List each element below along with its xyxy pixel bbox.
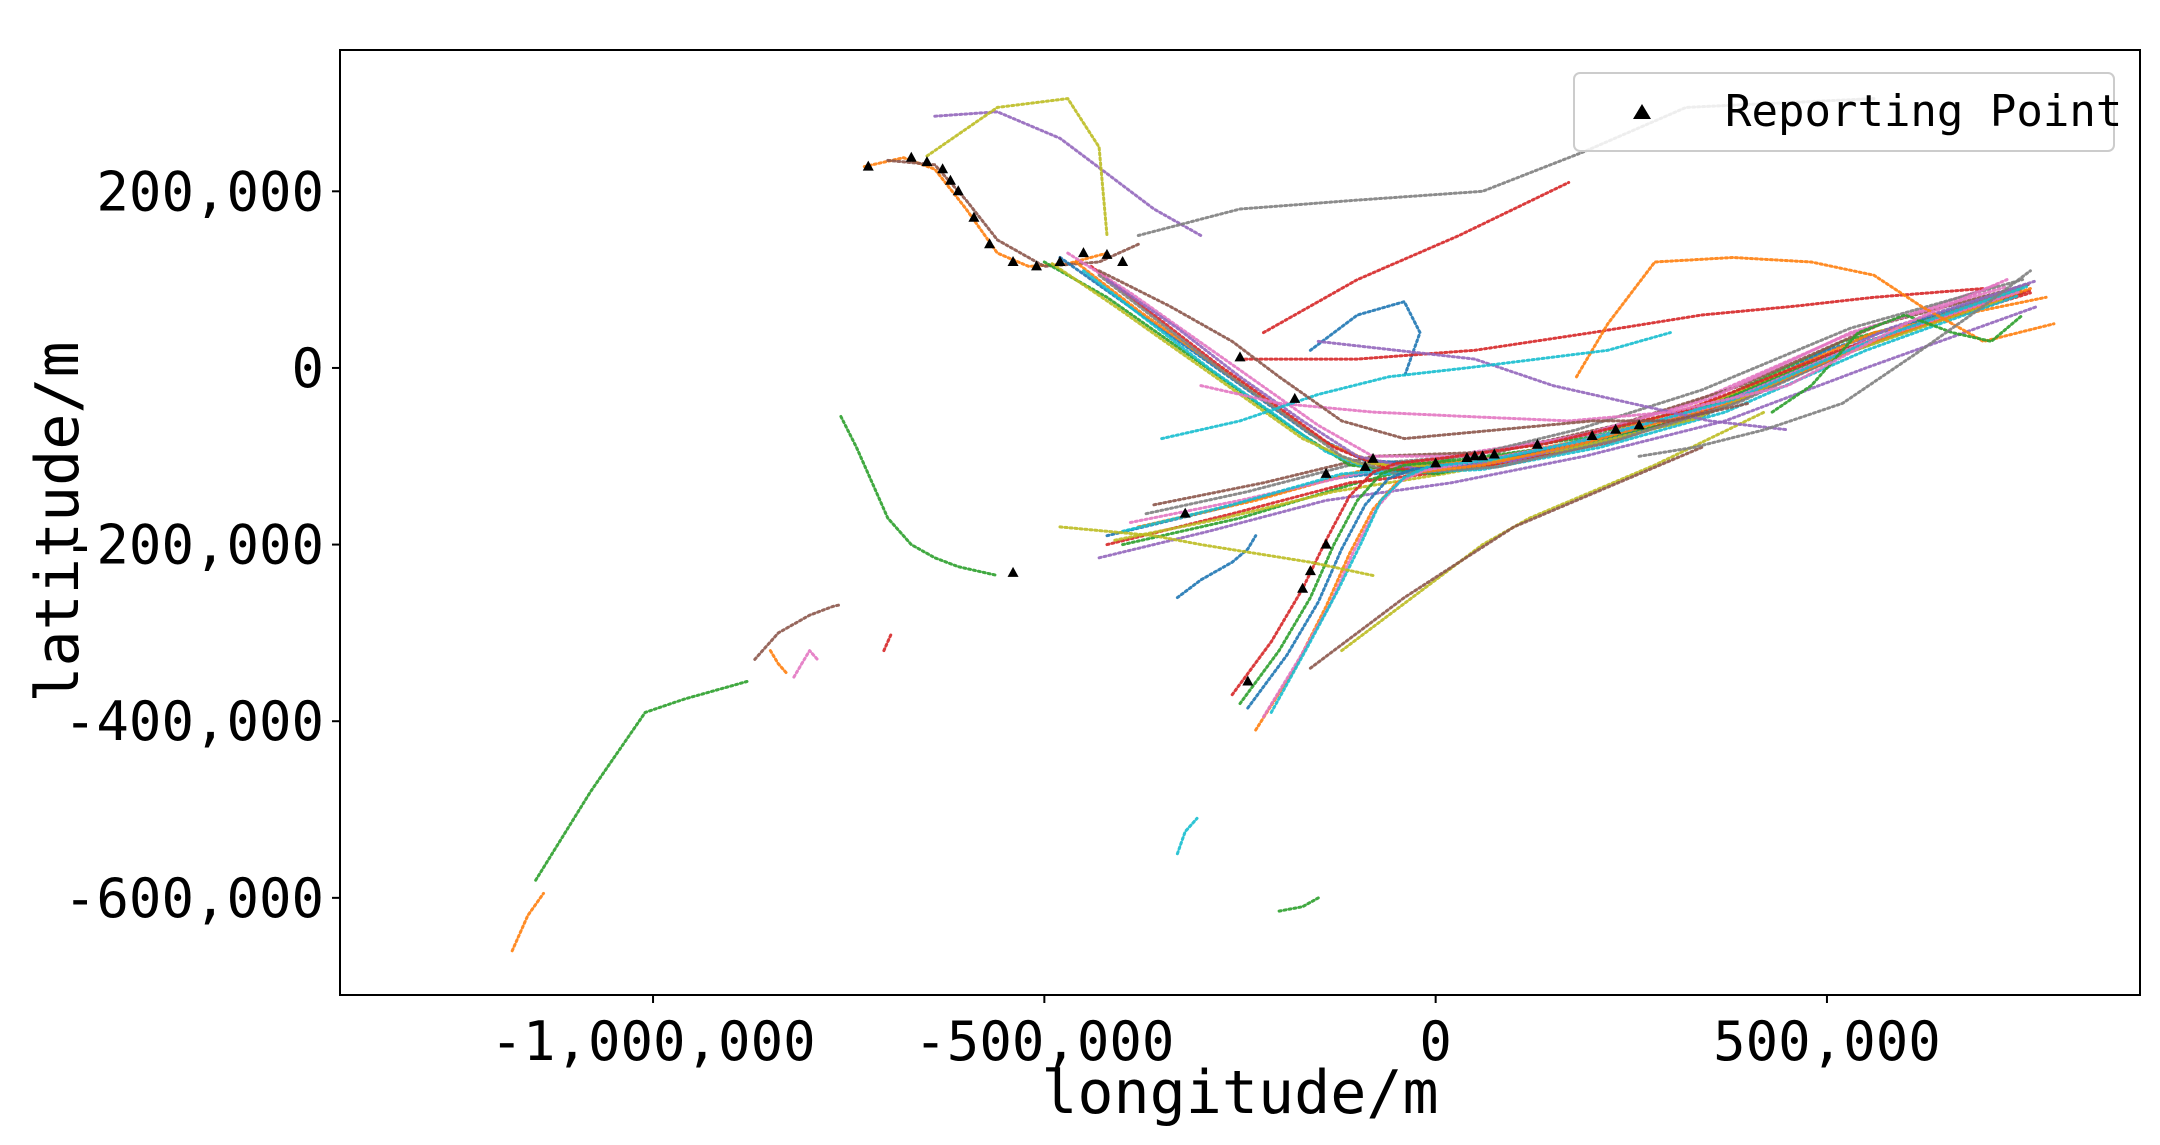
legend: Reporting Point <box>1573 72 2122 152</box>
reporting-point <box>1304 565 1316 576</box>
reporting-point <box>921 156 933 167</box>
reporting-point <box>1077 247 1089 258</box>
y-tick-label: 0 <box>291 337 324 400</box>
reporting-point <box>1610 423 1622 434</box>
reporting-point <box>1031 260 1043 271</box>
reporting-point <box>1477 450 1489 461</box>
reporting-point <box>1242 675 1254 686</box>
trajectory-11 <box>753 603 843 661</box>
trajectory-36 <box>1230 294 2009 697</box>
reporting-point <box>1320 467 1332 478</box>
trajectory-24 <box>1042 260 2001 476</box>
trajectory-41 <box>1238 287 1985 361</box>
reporting-point <box>1297 582 1309 593</box>
trajectory-2 <box>886 158 1140 268</box>
reporting-point <box>1367 452 1379 463</box>
reporting-point <box>1179 507 1191 518</box>
legend-label: Reporting Point <box>1725 86 2122 137</box>
reporting-point <box>1531 438 1543 449</box>
reporting-point <box>862 160 874 171</box>
reporting-point <box>1430 457 1442 468</box>
reporting-point <box>984 238 996 249</box>
reporting-point <box>1320 538 1332 549</box>
trajectory-44 <box>1770 313 2025 414</box>
trajectory-9 <box>534 680 749 882</box>
x-tick-label: -500,000 <box>914 1010 1174 1073</box>
reporting-point <box>1586 429 1598 440</box>
legend-triangle-marker <box>1633 104 1651 119</box>
trajectory-22 <box>1097 304 2040 560</box>
y-tick-label: -200,000 <box>64 514 324 577</box>
trajectory-6 <box>1262 181 1571 335</box>
reporting-point <box>1007 255 1019 266</box>
reporting-point <box>1289 392 1301 403</box>
legend-box <box>1573 72 2115 152</box>
reporting-point <box>968 211 980 222</box>
trajectory-40 <box>1308 445 1704 670</box>
reporting-point <box>1054 255 1066 266</box>
trajectory-1 <box>862 156 1109 268</box>
x-tick-label: -1,000,000 <box>490 1010 815 1073</box>
reporting-point <box>905 151 917 162</box>
trajectory-47 <box>1175 534 1258 600</box>
trajectory-tracks <box>510 97 2056 953</box>
trajectory-12 <box>1277 896 1320 913</box>
trajectory-53 <box>882 631 894 653</box>
trajectory-42 <box>1575 256 2056 379</box>
y-tick-label: -400,000 <box>64 690 324 753</box>
reporting-point <box>944 174 956 185</box>
reporting-point <box>952 185 964 196</box>
trajectory-13 <box>1175 816 1199 856</box>
trajectory-3 <box>933 110 1203 237</box>
reporting-point <box>937 163 949 174</box>
x-tick-label: 0 <box>1419 1010 1452 1073</box>
trajectory-48 <box>1160 331 1672 441</box>
trajectory-21 <box>1144 278 2025 516</box>
trajectory-8 <box>839 415 999 577</box>
reporting-point <box>1007 566 1019 577</box>
trajectory-45 <box>1199 278 2009 423</box>
trajectory-7 <box>1308 300 1422 379</box>
trajectory-33 <box>1238 291 2017 706</box>
trajectory-46 <box>1637 269 2032 458</box>
plot-frame <box>339 49 2141 996</box>
x-axis-ticks: -1,000,000 -500,000 0 500,000 <box>490 995 1941 1073</box>
reporting-point <box>1469 450 1481 461</box>
trajectory-30 <box>1050 262 2005 469</box>
trajectory-51 <box>792 649 819 679</box>
trajectory-10 <box>510 891 545 953</box>
trajectory-52 <box>768 649 788 675</box>
reporting-point <box>1359 460 1371 471</box>
y-tick-label: -600,000 <box>64 867 324 930</box>
reporting-point <box>1488 448 1500 459</box>
reporting-point <box>1633 419 1645 430</box>
trajectory-25 <box>1058 256 2017 467</box>
y-axis-label: latitude/m <box>23 341 93 702</box>
trajectory-4 <box>925 97 1109 237</box>
trajectory-43 <box>1316 339 1790 432</box>
trajectory-38 <box>1269 285 2028 714</box>
trajectory-49 <box>1097 269 1751 441</box>
x-tick-label: 500,000 <box>1713 1010 1941 1073</box>
y-axis-ticks: 200,000 0 -200,000 -400,000 -600,000 <box>64 160 340 930</box>
x-axis-label: longitude/m <box>1041 1058 1438 1128</box>
reporting-point <box>1234 351 1246 362</box>
reporting-point <box>1101 248 1113 259</box>
reporting-points <box>862 151 1645 686</box>
y-tick-label: 200,000 <box>96 160 324 223</box>
reporting-point <box>1117 255 1129 266</box>
trajectory-50 <box>1058 525 1375 577</box>
